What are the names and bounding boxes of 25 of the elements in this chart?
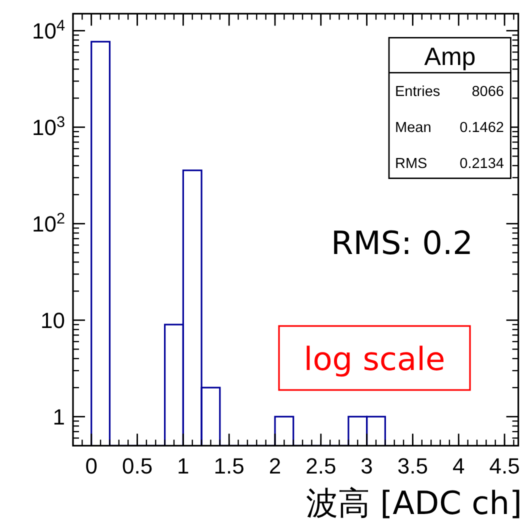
y-tick-label: 10$^{3}$ <box>32 114 65 140</box>
annotation: 0.1462 <box>460 120 504 136</box>
x-tick-label: 3.5 <box>397 454 428 479</box>
y-tick-label: 10$^{4}$ <box>32 17 66 44</box>
x-tick-label: 2.5 <box>306 454 336 479</box>
x-tick-label: 3 <box>360 454 373 479</box>
annotation: Entries <box>395 84 440 100</box>
annotation: log scale <box>304 340 446 378</box>
annotation: Mean <box>395 120 432 136</box>
x-tick-label: 4 <box>452 454 465 479</box>
x-tick-label: 1.5 <box>214 454 244 479</box>
annotation: RMS <box>395 156 428 172</box>
annotation: Amp <box>424 43 476 71</box>
x-tick-label: 0.5 <box>122 454 153 479</box>
annotation: RMS: 0.2 <box>331 224 473 262</box>
x-tick-label: 4.5 <box>489 454 520 479</box>
x-tick-label: 1 <box>177 454 190 479</box>
y-tick-label: 10$^{2}$ <box>32 210 65 237</box>
x-axis-title: 波高 [ADC ch] <box>306 484 522 522</box>
y-tick-label: 10 <box>40 308 65 334</box>
y-tick-label: 1 <box>52 404 65 430</box>
x-tick-label: 2 <box>268 454 282 479</box>
annotation: 0.2134 <box>460 156 504 172</box>
x-tick-label: 0 <box>85 454 98 479</box>
annotation: 8066 <box>472 84 504 100</box>
